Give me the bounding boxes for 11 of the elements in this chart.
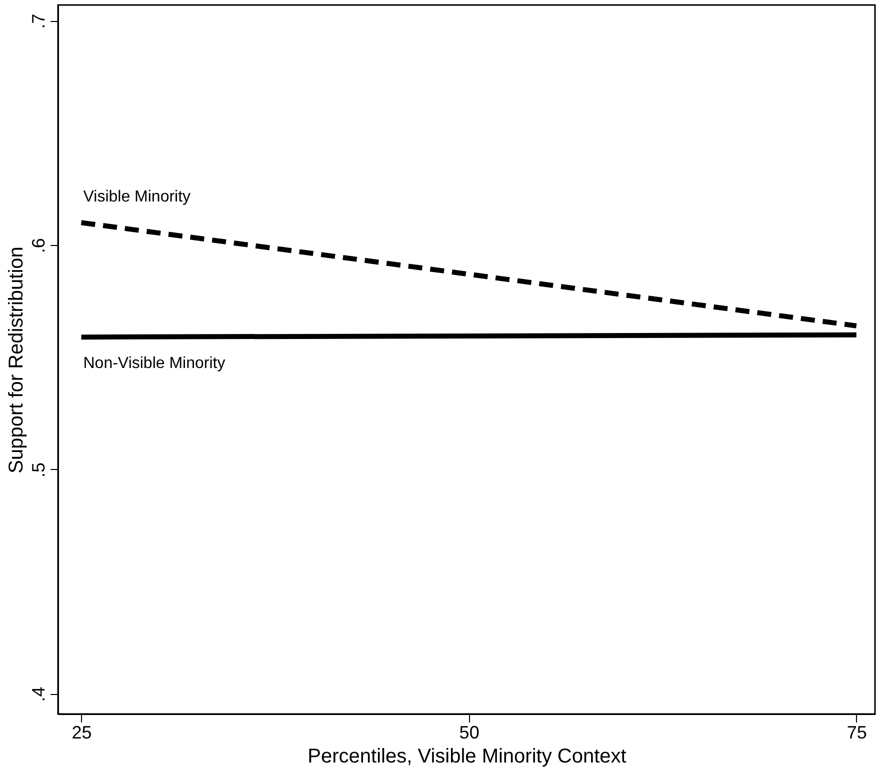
y-tick-label: .6	[28, 238, 48, 254]
y-tick-label: .4	[28, 686, 48, 702]
y-tick-label: .7	[28, 14, 48, 29]
y-axis-title: Support for Redistribution	[6, 246, 28, 474]
x-tick-label: 75	[846, 722, 867, 742]
x-tick-label: 50	[459, 722, 480, 742]
y-tick-label: .5	[28, 462, 48, 478]
x-axis-title: Percentiles, Visible Minority Context	[308, 746, 627, 768]
series-label: Visible Minority	[83, 188, 191, 206]
x-tick-label: 25	[72, 722, 92, 742]
series-label: Non-Visible Minority	[83, 355, 226, 372]
